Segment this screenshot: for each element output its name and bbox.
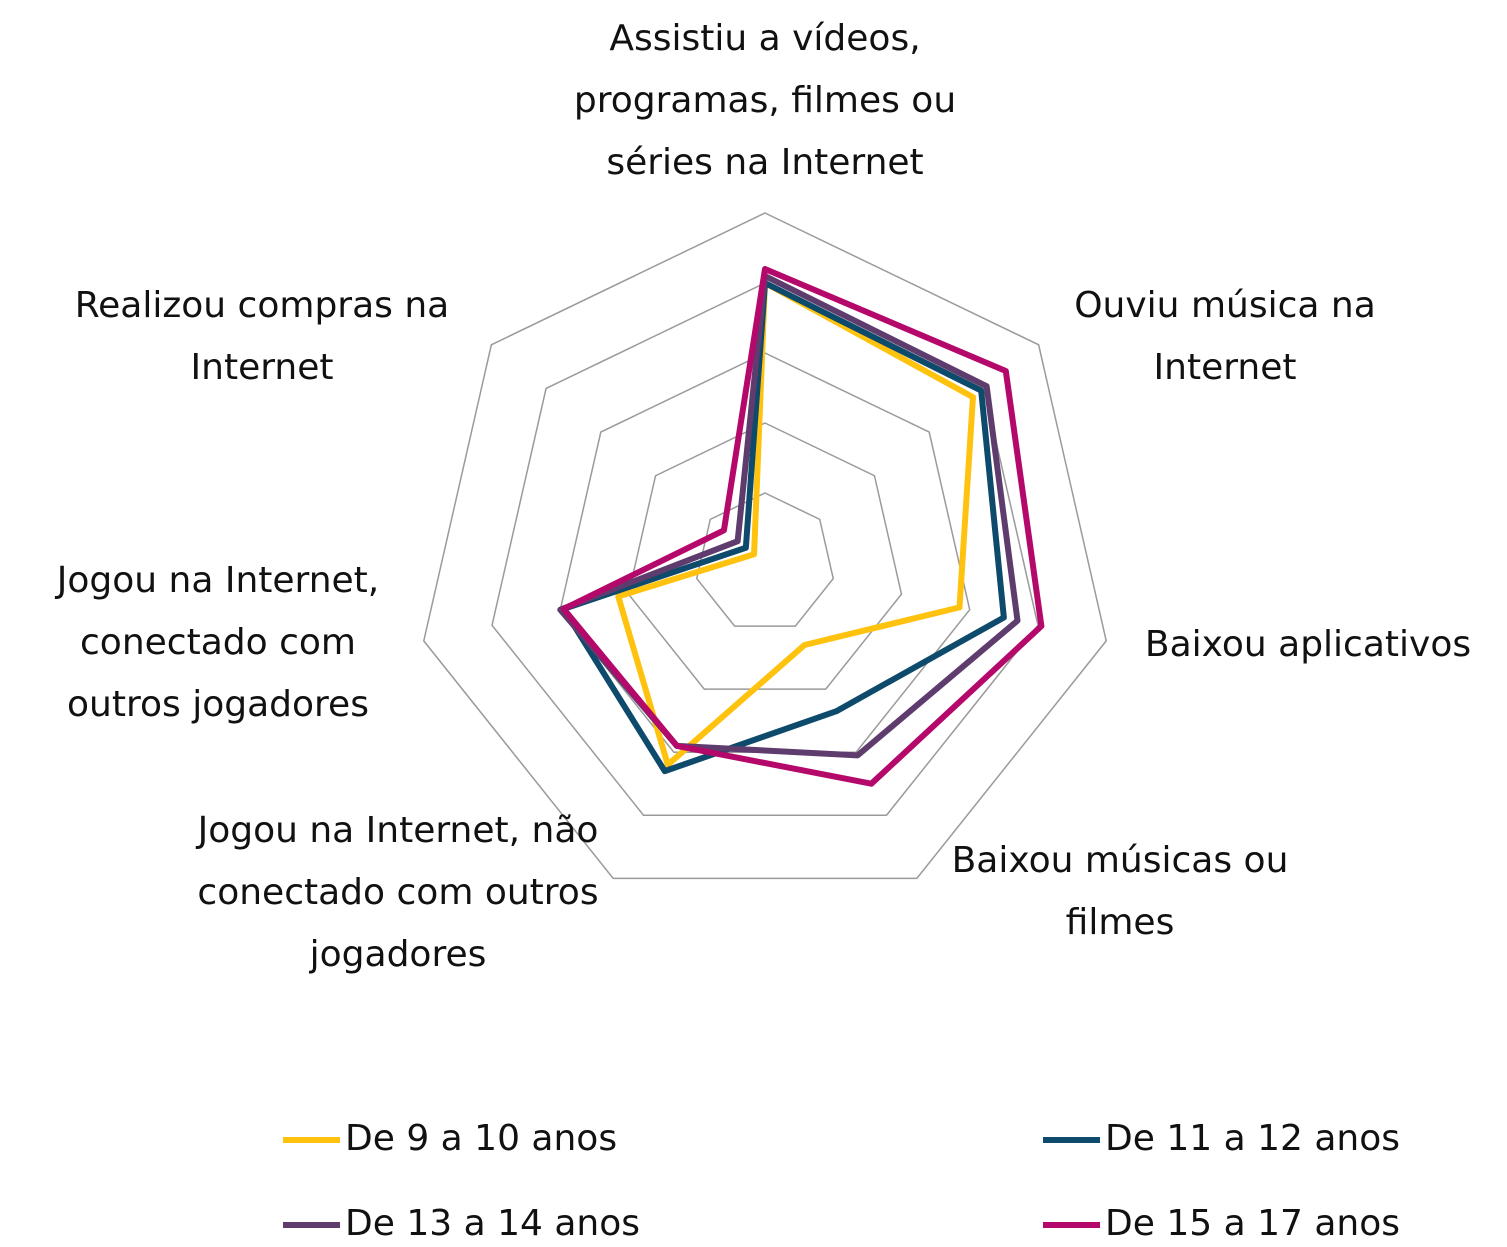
axis-label: Baixou aplicativos	[1144, 624, 1472, 665]
grid-ring	[559, 352, 971, 753]
legend-label: De 11 a 12 anos	[1105, 1118, 1400, 1159]
legend: De 9 a 10 anos De 11 a 12 anos De 13 a 14 …	[283, 1118, 1400, 1244]
grid-ring	[422, 212, 1108, 880]
series-line	[557, 273, 1021, 759]
axis-label: Baixou músicas ou filmes	[951, 840, 1289, 943]
series-line	[560, 266, 1045, 787]
series-line	[560, 280, 1007, 775]
grid-ring	[627, 422, 903, 690]
axis-label: Ouviu música na Internet	[1074, 285, 1376, 388]
axis-label: Realizou compras na Internet	[74, 285, 450, 388]
legend-label: De 9 a 10 anos	[345, 1118, 617, 1159]
legend-label: De 13 a 14 anos	[345, 1203, 640, 1244]
axis-label: Assistiu a vídeos, programas, filmes ou …	[573, 18, 957, 183]
axis-label: Jogou na Internet, conectado com outros …	[56, 560, 380, 725]
series-line	[615, 280, 976, 768]
grid-ring	[695, 492, 835, 627]
axis-label: Jogou na Internet, não conectado com out…	[197, 810, 599, 975]
legend-label: De 15 a 17 anos	[1105, 1203, 1400, 1244]
